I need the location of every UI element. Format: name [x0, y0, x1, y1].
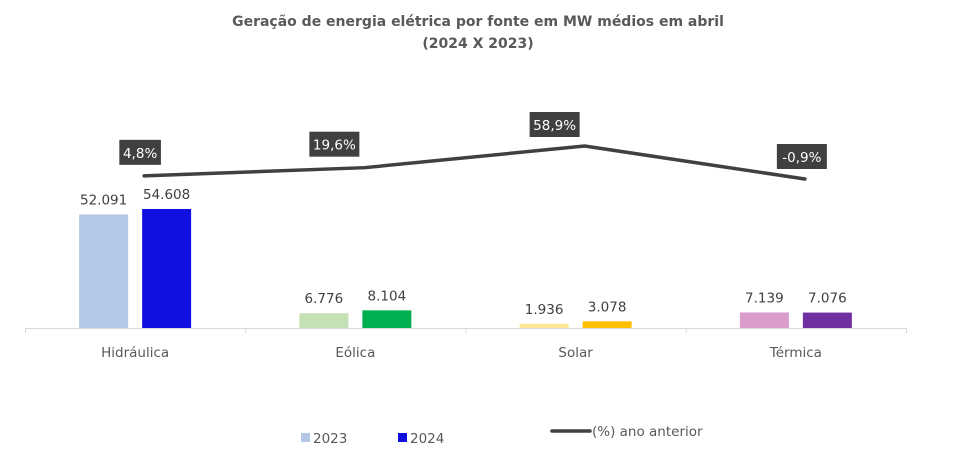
legend: 2023 2024 (%) ano anterior: [301, 424, 703, 447]
bar-2024-1: [362, 310, 412, 328]
legend-label-pct: (%) ano anterior: [592, 424, 703, 440]
bar-2023-2: [519, 323, 569, 328]
pct-line: [142, 144, 807, 181]
pct-label-box: [529, 112, 580, 137]
bar-2024-0: [142, 209, 192, 328]
bar-2023-3: [739, 312, 789, 328]
category-label: Hidráulica: [101, 345, 169, 361]
pct-label-box: [776, 144, 827, 169]
value-label-2024: 3.078: [588, 299, 627, 315]
pct-label-box: [119, 139, 161, 165]
pct-line-layer: 4,8% 19,6% 58,9% -0,9%: [119, 112, 827, 181]
x-axis: [25, 328, 907, 333]
value-label-2024: 54.608: [143, 187, 190, 203]
category-label: Solar: [558, 345, 593, 361]
value-label-2023: 52.091: [80, 192, 127, 208]
pct-label: 58,9%: [533, 118, 576, 134]
pct-label: 4,8%: [123, 146, 157, 162]
value-label-2023: 1.936: [525, 302, 564, 318]
value-label-2024: 7.076: [808, 291, 847, 307]
category-label: Eólica: [335, 345, 375, 361]
value-label-2024: 8.104: [368, 288, 407, 304]
bar-2023-0: [79, 214, 129, 328]
category-labels: Hidráulica Eólica Solar Térmica: [101, 345, 822, 361]
value-label-2023: 7.139: [745, 290, 784, 306]
pct-label: 19,6%: [313, 138, 356, 154]
legend-marker-2024: [398, 433, 407, 442]
value-label-2023: 6.776: [305, 291, 344, 307]
category-label: Térmica: [769, 345, 822, 361]
bar-2024-3: [802, 312, 852, 328]
legend-label-2023: 2023: [313, 431, 347, 447]
chart-title: Geração de energia elétrica por fonte em…: [232, 14, 724, 30]
chart-subtitle: (2024 X 2023): [422, 36, 533, 52]
pct-label-box: [309, 131, 360, 157]
bar-2024-2: [582, 321, 632, 328]
pct-label: -0,9%: [782, 150, 821, 166]
bars-layer: 52.091 54.608 6.776 8.104 1.936 3.078 7.139 7.0…: [79, 187, 852, 328]
legend-marker-2023: [301, 433, 310, 442]
legend-label-2024: 2024: [410, 431, 444, 447]
bar-2023-1: [299, 313, 349, 328]
